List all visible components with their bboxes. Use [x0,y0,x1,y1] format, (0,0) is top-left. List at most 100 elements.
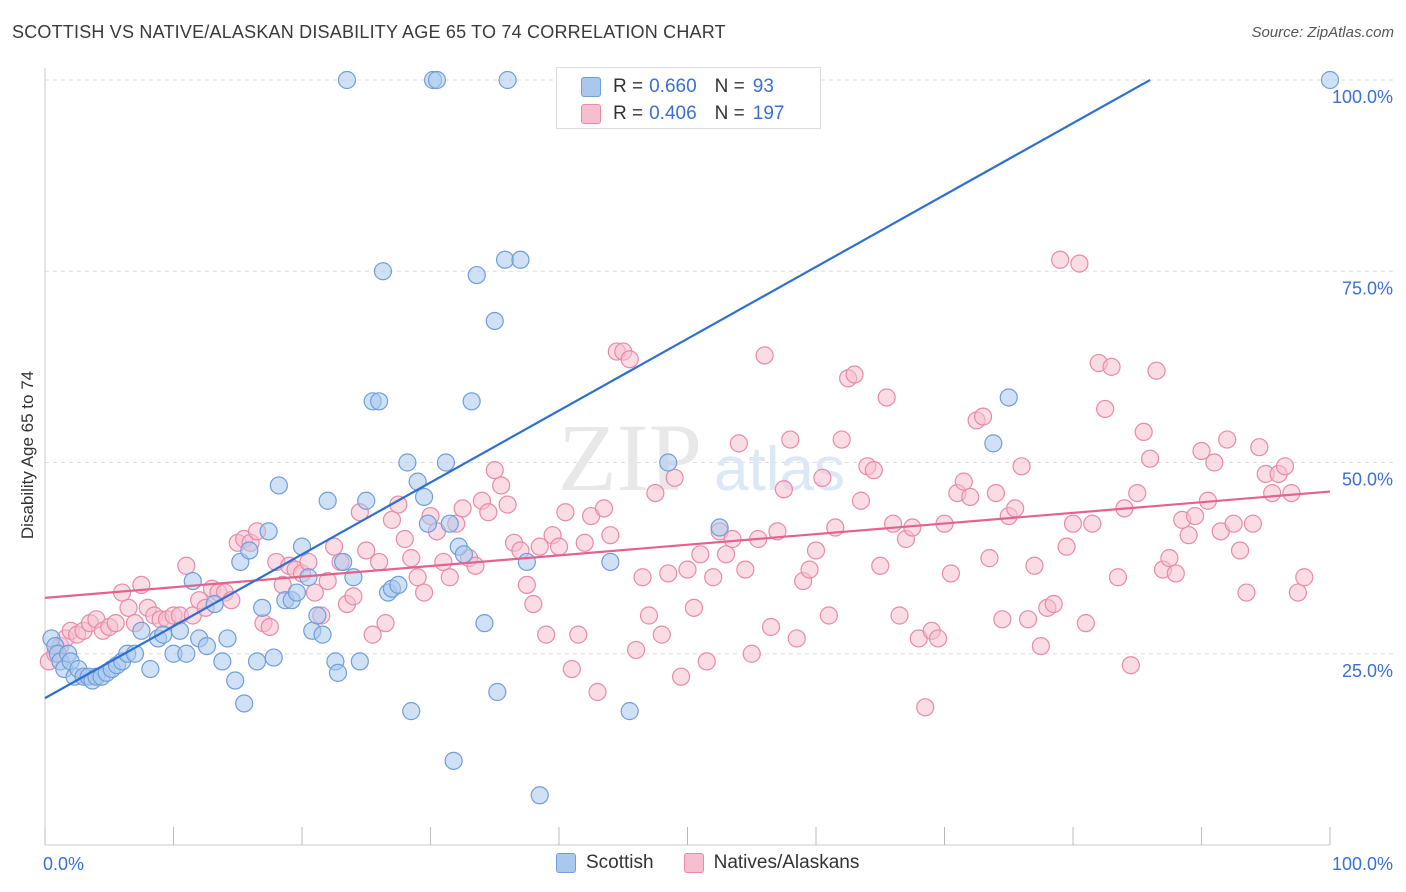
native-point [813,468,832,487]
native-point [530,537,549,556]
legend-label-native: Natives/Alaskans [713,852,860,873]
native-point [357,541,376,560]
native-point [1166,564,1185,583]
scottish-point [984,434,1003,453]
native-point [1288,583,1307,602]
native-point [665,468,684,487]
scottish-point [350,652,369,671]
legend-row-native: R = 0.406 N = 197 [581,101,784,127]
native-point [781,430,800,449]
scottish-point [418,514,438,533]
native-point [890,606,909,625]
native-point [986,484,1006,503]
native-point [877,388,896,407]
scottish-point [334,552,353,572]
scottish-point [337,70,357,90]
native-point [549,537,569,556]
native-point [941,564,961,583]
native-point [562,659,581,679]
native-point [524,594,543,614]
native-point [774,480,793,499]
native-point [537,625,556,644]
native-point [485,461,504,480]
legend-item-native[interactable]: Natives/Alaskans [683,852,860,874]
watermark-zip: ZIP [558,404,702,511]
native-point [1185,506,1205,526]
native-point [517,575,536,595]
native-point [498,495,517,514]
native-point [1070,254,1089,273]
native-point [1224,514,1243,533]
scottish-swatch [581,77,601,97]
native-point [1282,484,1301,503]
watermark: ZIP atlas [558,404,845,511]
native-point [1025,556,1044,575]
scottish-point [601,552,620,572]
native-point [1230,541,1250,560]
legend-r-value: 0.660 [649,76,697,97]
native-point [440,568,459,587]
native-point [177,556,196,575]
legend-r-label: R = [613,103,644,124]
native-point [832,430,851,449]
native-point [736,560,755,579]
native-point [601,526,620,545]
scottish-point [475,614,494,633]
native-point [434,552,453,572]
native-point [761,617,781,637]
scottish-point [436,453,456,472]
native-point [1128,484,1147,503]
native-point [325,537,344,556]
native-point [556,503,575,522]
native-point [1102,357,1121,376]
x-tick-label: 0.0% [43,854,84,874]
native-point [299,552,318,572]
scottish-point [318,491,337,510]
scottish-point [462,392,481,411]
scottish-point [498,70,517,90]
legend-n-value: 93 [752,76,774,97]
native-point [787,629,806,648]
native-point [1031,636,1050,656]
scottish-point [177,644,196,663]
native-point [119,598,138,617]
native-point [569,625,588,644]
native-point [961,487,980,507]
native-point [800,560,819,579]
native-point [729,434,749,453]
native-point [376,614,395,633]
native-point [260,617,279,637]
scottish-point [292,537,312,556]
native-point [594,499,614,518]
native-point [1263,484,1282,503]
native-point [1243,514,1263,533]
native-point [1275,457,1295,476]
native-point [1179,526,1198,545]
native-point [819,606,838,625]
chart-title: SCOTTISH VS NATIVE/ALASKAN DISABILITY AG… [12,22,726,42]
trend-lines [44,79,1331,700]
y-axis-title: Disability Age 65 to 74 [18,371,37,539]
stats-legend: R = 0.660 N = 93 R = 0.406 N = 197 [556,67,821,129]
scottish-point [530,786,549,805]
native-point [633,568,652,587]
y-tick-label: 75.0% [1342,278,1393,298]
scottish-point [485,311,504,331]
native-point [479,503,498,522]
native-point [659,564,678,583]
legend-label-scottish: Scottish [586,852,654,873]
series-legend: Scottish Natives/Alaskans [556,852,889,874]
native-point [639,606,659,625]
native-point [755,346,774,365]
native-point [716,545,736,564]
native-point [954,472,973,491]
native-point [1076,614,1095,633]
native-point [806,541,826,560]
native-point [363,625,382,644]
legend-item-scottish[interactable]: Scottish [556,852,654,874]
scottish-point [389,575,408,595]
legend-n-label: N = [714,103,745,124]
native-point [402,549,421,568]
native-point [845,365,864,384]
